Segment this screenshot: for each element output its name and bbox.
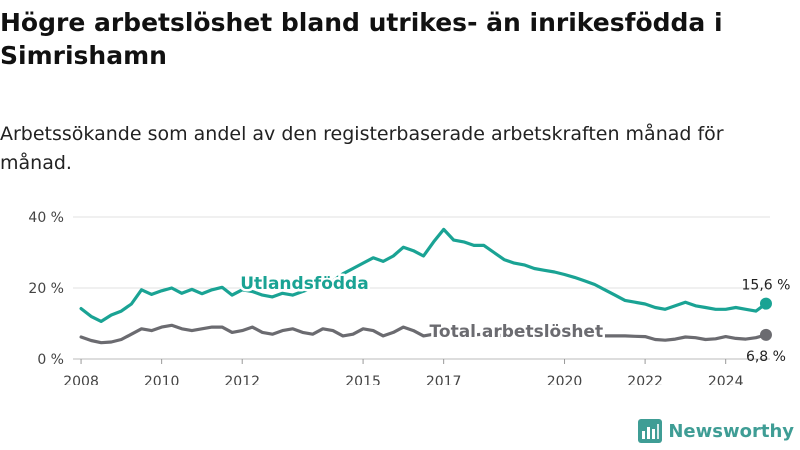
chart-title: Högre arbetslöshet bland utrikes- än inr… (0, 8, 723, 70)
series-label: Total arbetslöshet (430, 322, 604, 342)
series-line (79, 227, 768, 323)
x-tick-label: 2017 (426, 374, 462, 385)
y-tick-label: 20 % (28, 281, 64, 297)
end-value-label: 6,8 % (746, 349, 786, 365)
series-end-point (759, 328, 772, 341)
chart-subtitle: Arbetssökande som andel av den registerb… (0, 123, 724, 174)
brand-logo: Newsworthy (638, 419, 794, 443)
x-tick-label: 2008 (63, 374, 99, 385)
x-tick-label: 2015 (345, 374, 381, 385)
line-chart: 0 % 20 % 40 % 2008 2010 2012 2015 2017 2020 2022 2… (28, 210, 791, 385)
bar-chart-logo-icon (638, 419, 663, 443)
series-end-point (759, 297, 772, 310)
y-tick-label: 40 % (28, 210, 64, 226)
x-tick-label: 2020 (547, 374, 583, 385)
x-tick-label: 2022 (627, 374, 663, 385)
series-line (79, 323, 768, 345)
x-tick-label: 2012 (224, 374, 260, 385)
brand-name: Newsworthy (668, 420, 794, 442)
end-value-label: 15,6 % (742, 278, 791, 294)
series-label: Utlandsfödda (240, 274, 369, 294)
x-tick-label: 2010 (144, 374, 180, 385)
y-tick-label: 0 % (37, 352, 64, 368)
x-tick-label: 2024 (708, 374, 744, 385)
